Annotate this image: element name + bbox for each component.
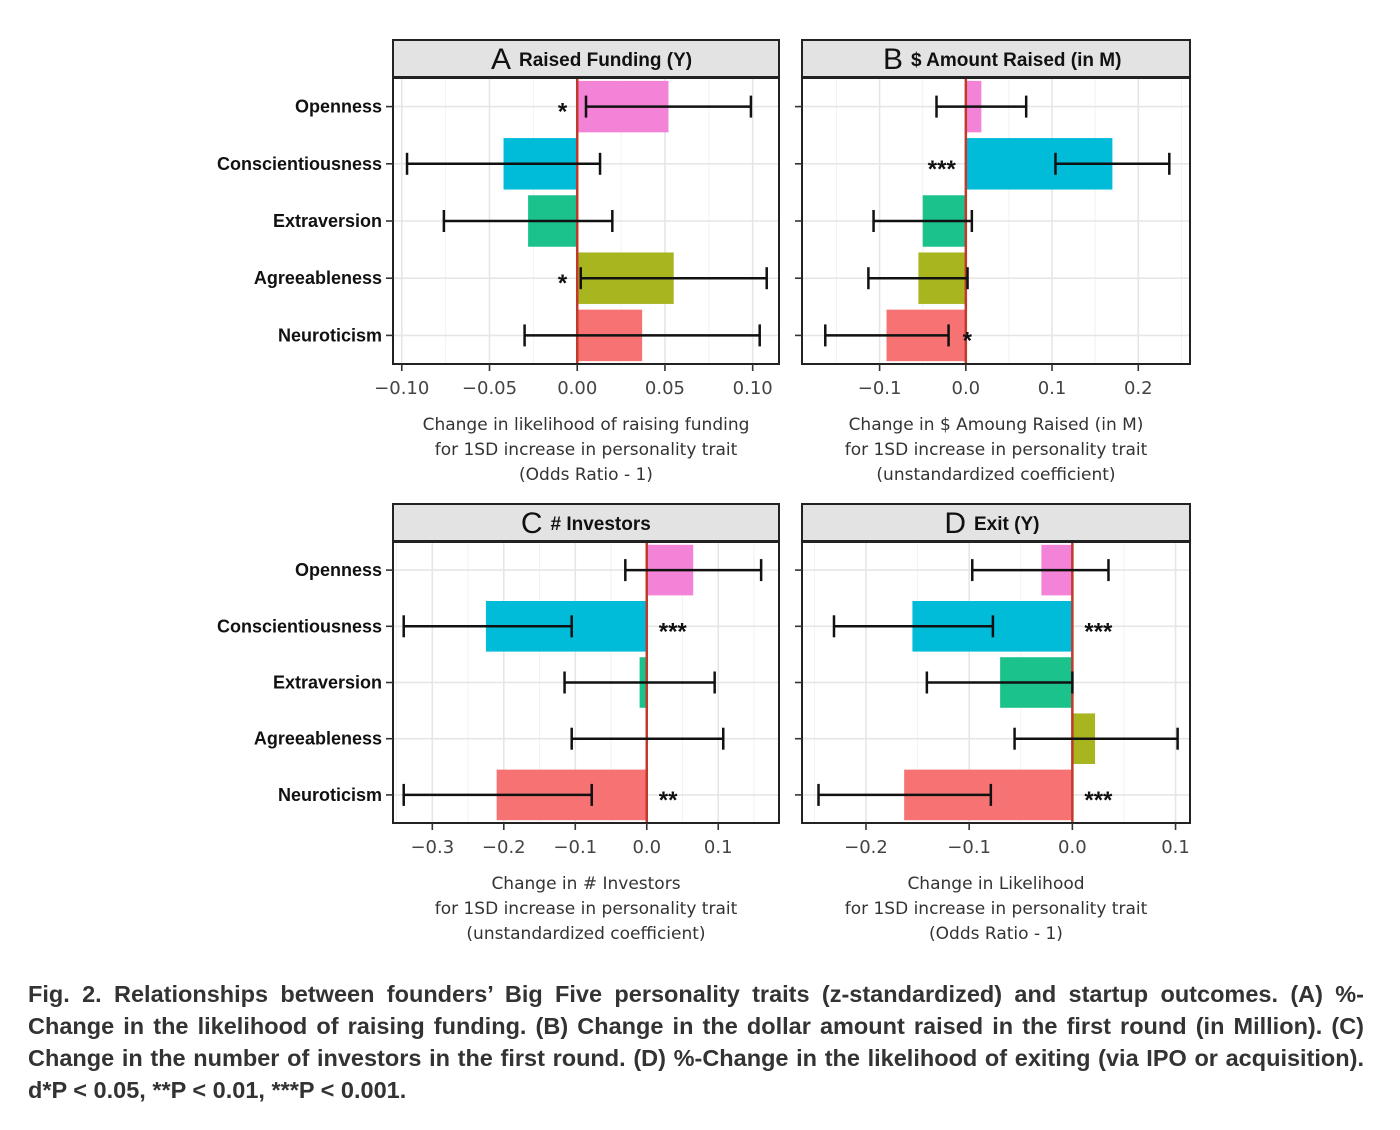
x-axis-label: Change in $ Amoung Raised (in M) xyxy=(849,415,1144,435)
x-tick-label: 0.0 xyxy=(952,378,981,399)
figure-caption: Fig. 2. Relationships between founders’ … xyxy=(28,981,1364,1103)
x-tick-label: −0.1 xyxy=(858,378,902,399)
panel-letter: C xyxy=(521,507,543,540)
panel-letter: A xyxy=(491,43,511,76)
x-tick-label: −0.1 xyxy=(947,837,991,858)
significance-stars: *** xyxy=(928,156,957,183)
category-label: Agreeableness xyxy=(254,729,382,749)
x-axis-label: Change in likelihood of raising funding xyxy=(423,415,750,435)
x-tick-label: 0.1 xyxy=(704,837,733,858)
x-tick-label: 0.05 xyxy=(645,378,685,399)
x-tick-label: −0.1 xyxy=(553,837,597,858)
x-axis-label: (unstandardized coefficient) xyxy=(876,465,1115,485)
category-label: Conscientiousness xyxy=(217,154,382,174)
category-label: Openness xyxy=(295,560,382,580)
category-label: Extraversion xyxy=(273,673,382,693)
x-axis-label: for 1SD increase in personality trait xyxy=(435,440,738,460)
x-axis-label: for 1SD increase in personality trait xyxy=(435,899,738,919)
significance-stars: * xyxy=(558,270,568,297)
x-axis-label: (Odds Ratio - 1) xyxy=(519,465,653,485)
panel-title: Raised Funding (Y) xyxy=(519,50,692,71)
significance-stars: ** xyxy=(659,787,678,814)
panel-strip-D xyxy=(801,503,1191,542)
figure-svg: A Raised Funding (Y)**OpennessConscientio… xyxy=(217,39,1191,944)
x-tick-label: 0.0 xyxy=(632,837,661,858)
x-axis-label: for 1SD increase in personality trait xyxy=(845,899,1148,919)
panel-strip-A xyxy=(392,39,780,78)
x-tick-label: 0.2 xyxy=(1124,378,1153,399)
category-label: Extraversion xyxy=(273,211,382,231)
x-tick-label: 0.0 xyxy=(1058,837,1087,858)
x-tick-label: 0.00 xyxy=(557,378,597,399)
panel-title: $ Amount Raised (in M) xyxy=(911,50,1121,71)
x-tick-label: −0.3 xyxy=(410,837,454,858)
x-axis-label: for 1SD increase in personality trait xyxy=(845,440,1148,460)
x-tick-label: −0.10 xyxy=(374,378,429,399)
x-tick-label: −0.2 xyxy=(482,837,526,858)
significance-stars: *** xyxy=(1084,618,1113,645)
category-label: Agreeableness xyxy=(254,268,382,288)
significance-stars: *** xyxy=(1084,787,1113,814)
significance-stars: * xyxy=(963,327,973,354)
x-tick-label: 0.10 xyxy=(733,378,773,399)
panel-strip-B xyxy=(801,39,1191,78)
panel-letter: D xyxy=(944,507,966,540)
x-tick-label: 0.1 xyxy=(1038,378,1067,399)
category-label: Neuroticism xyxy=(278,325,382,345)
category-label: Neuroticism xyxy=(278,785,382,805)
x-axis-label: Change in # Investors xyxy=(491,874,680,894)
panel-title: # Investors xyxy=(551,514,651,535)
category-label: Openness xyxy=(295,97,382,117)
x-axis-label: (unstandardized coefficient) xyxy=(466,924,705,944)
x-axis-label: (Odds Ratio - 1) xyxy=(929,924,1063,944)
panel-title: Exit (Y) xyxy=(974,514,1039,535)
figure: A Raised Funding (Y) * * Openness Conscientio… xyxy=(217,39,1191,944)
significance-stars: * xyxy=(558,99,568,126)
x-tick-label: −0.05 xyxy=(462,378,517,399)
panel-letter: B xyxy=(883,43,903,76)
x-tick-label: −0.2 xyxy=(844,837,888,858)
significance-stars: *** xyxy=(659,618,688,645)
x-axis-label: Change in Likelihood xyxy=(907,874,1084,894)
x-tick-label: 0.1 xyxy=(1161,837,1190,858)
category-label: Conscientiousness xyxy=(217,616,382,636)
